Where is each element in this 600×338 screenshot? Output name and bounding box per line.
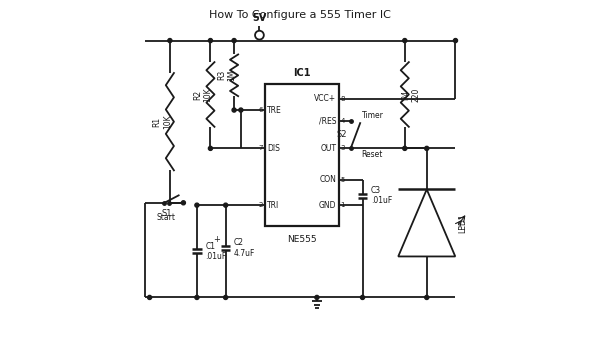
Circle shape	[403, 39, 407, 43]
Text: 4: 4	[340, 118, 344, 124]
Circle shape	[148, 295, 152, 299]
Circle shape	[232, 108, 236, 112]
Text: 2: 2	[259, 202, 263, 208]
Text: /RES: /RES	[319, 117, 336, 126]
Text: LED1: LED1	[458, 213, 467, 233]
Text: 3: 3	[340, 145, 345, 151]
Circle shape	[181, 201, 185, 205]
Circle shape	[361, 295, 365, 299]
Text: 5: 5	[340, 177, 344, 183]
Circle shape	[208, 146, 212, 150]
Circle shape	[403, 146, 407, 150]
Text: 1: 1	[340, 202, 345, 208]
Circle shape	[239, 108, 243, 112]
Circle shape	[208, 39, 212, 43]
Text: How To Configure a 555 Timer IC: How To Configure a 555 Timer IC	[209, 10, 391, 20]
Circle shape	[195, 295, 199, 299]
Circle shape	[454, 39, 458, 43]
Text: R2
10K: R2 10K	[193, 87, 212, 102]
Text: S1: S1	[161, 209, 172, 218]
Text: 6: 6	[259, 107, 263, 113]
Circle shape	[425, 295, 429, 299]
Text: TRE: TRE	[267, 105, 282, 115]
Text: +: +	[214, 235, 220, 244]
Text: NE555: NE555	[287, 235, 317, 244]
Text: DIS: DIS	[267, 144, 280, 153]
Text: CON: CON	[319, 175, 336, 184]
Text: R1
10K: R1 10K	[153, 114, 172, 129]
Text: R4
220: R4 220	[401, 87, 421, 102]
Circle shape	[168, 39, 172, 43]
Text: C2
4.7uF: C2 4.7uF	[234, 238, 256, 258]
Circle shape	[425, 146, 429, 150]
Text: 8: 8	[340, 96, 345, 102]
Text: GND: GND	[319, 201, 336, 210]
Text: Timer: Timer	[362, 111, 383, 120]
Text: C1
.01uF: C1 .01uF	[205, 242, 227, 261]
Text: VCC+: VCC+	[314, 94, 336, 103]
Text: TRI: TRI	[267, 201, 280, 210]
Text: Reset: Reset	[362, 150, 383, 159]
Text: 7: 7	[259, 145, 263, 151]
Text: OUT: OUT	[320, 144, 336, 153]
Text: IC1: IC1	[293, 68, 310, 78]
Circle shape	[232, 39, 236, 43]
Text: 5V: 5V	[253, 13, 266, 23]
Bar	[265, 84, 339, 226]
Text: S2: S2	[337, 130, 347, 139]
Text: C3
.01uF: C3 .01uF	[371, 186, 392, 206]
Text: Start: Start	[157, 213, 176, 222]
Text: R3
1M: R3 1M	[217, 70, 236, 81]
Circle shape	[224, 203, 227, 207]
Circle shape	[195, 203, 199, 207]
Circle shape	[224, 295, 227, 299]
Circle shape	[315, 295, 319, 299]
